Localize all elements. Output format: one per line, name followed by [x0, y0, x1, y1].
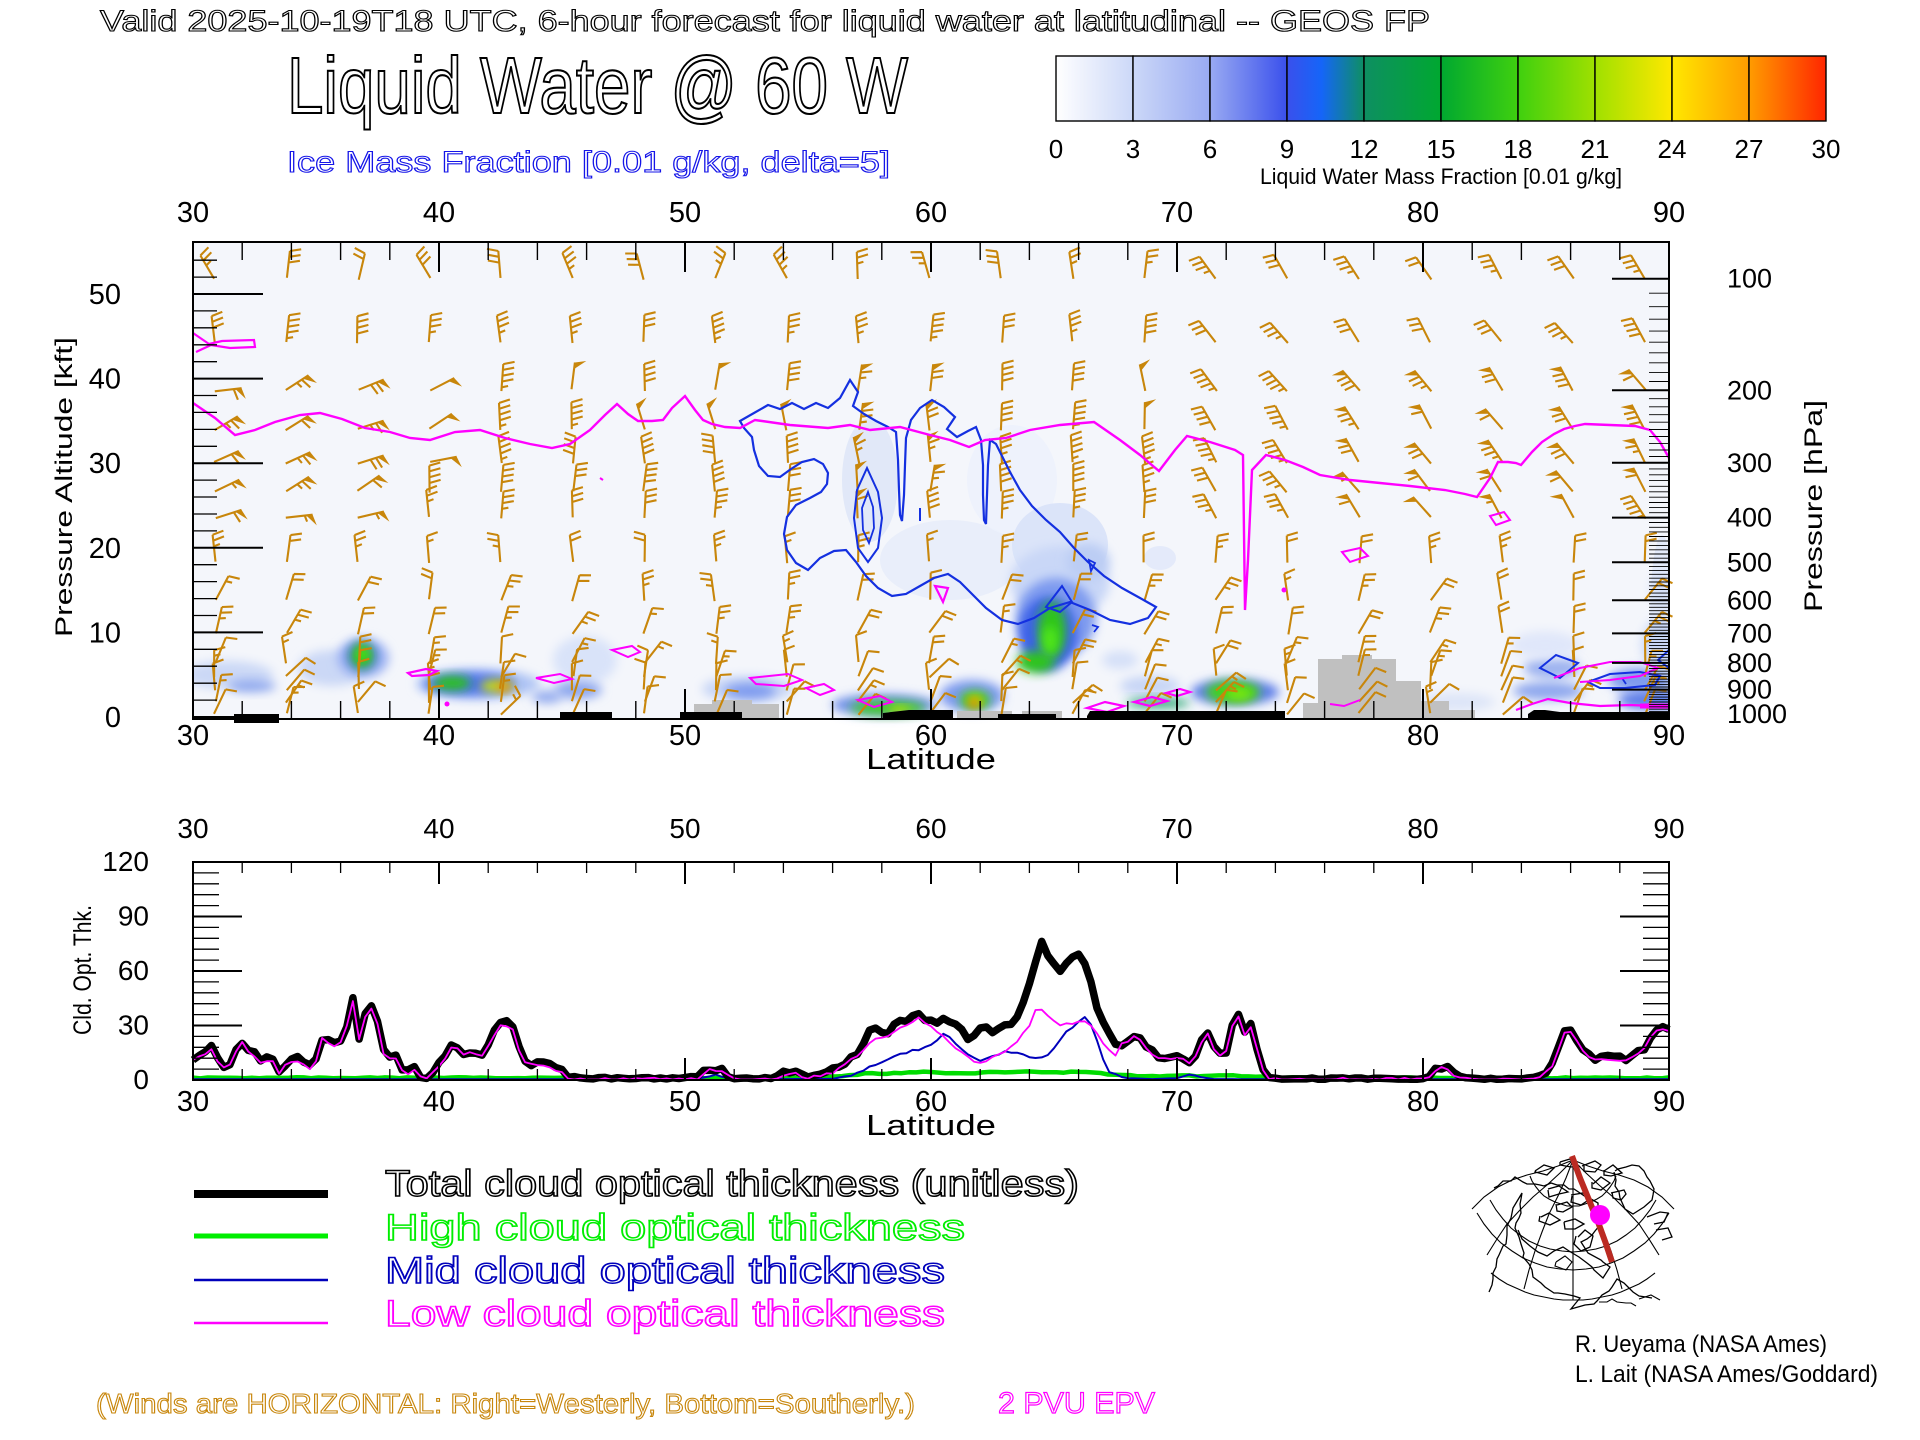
svg-text:700: 700: [1727, 618, 1772, 648]
svg-text:L. Lait (NASA Ames/Goddard): L. Lait (NASA Ames/Goddard): [1575, 1361, 1878, 1388]
svg-text:60: 60: [915, 197, 947, 229]
svg-text:60: 60: [118, 955, 149, 986]
svg-text:200: 200: [1727, 375, 1772, 405]
svg-text:60: 60: [915, 813, 946, 844]
svg-text:Pressure [hPa]: Pressure [hPa]: [1800, 400, 1828, 612]
svg-text:50: 50: [89, 279, 121, 311]
svg-text:60: 60: [915, 720, 947, 752]
svg-text:12: 12: [1350, 134, 1379, 164]
svg-text:30: 30: [1812, 134, 1841, 164]
svg-text:40: 40: [89, 364, 121, 396]
svg-text:60: 60: [915, 1086, 947, 1118]
svg-text:Low cloud optical thickness: Low cloud optical thickness: [385, 1293, 945, 1334]
svg-text:10: 10: [89, 617, 121, 649]
svg-text:80: 80: [1407, 197, 1439, 229]
svg-text:0: 0: [133, 1064, 149, 1095]
svg-text:0: 0: [105, 702, 121, 734]
svg-text:30: 30: [177, 813, 208, 844]
svg-text:Liquid Water @ 60 W: Liquid Water @ 60 W: [287, 41, 908, 130]
svg-text:120: 120: [102, 846, 149, 877]
svg-text:400: 400: [1727, 503, 1772, 533]
svg-text:70: 70: [1161, 720, 1193, 752]
svg-text:70: 70: [1161, 1086, 1193, 1118]
svg-text:1000: 1000: [1727, 699, 1787, 729]
svg-text:90: 90: [1653, 1086, 1685, 1118]
svg-text:50: 50: [669, 720, 701, 752]
svg-text:(Winds are HORIZONTAL: Right=W: (Winds are HORIZONTAL: Right=Westerly, B…: [96, 1388, 915, 1419]
svg-text:900: 900: [1727, 675, 1772, 705]
svg-text:0: 0: [1049, 134, 1063, 164]
svg-text:Latitude: Latitude: [866, 744, 996, 776]
svg-text:300: 300: [1727, 448, 1772, 478]
svg-text:90: 90: [118, 901, 149, 932]
svg-text:Cld. Opt. Thk.: Cld. Opt. Thk.: [69, 905, 97, 1035]
svg-text:90: 90: [1653, 720, 1685, 752]
svg-text:500: 500: [1727, 547, 1772, 577]
svg-text:50: 50: [669, 813, 700, 844]
svg-text:Ice Mass Fraction [0.01 g/kg,: Ice Mass Fraction [0.01 g/kg, delta=5]: [287, 146, 890, 179]
svg-text:30: 30: [177, 720, 209, 752]
svg-text:21: 21: [1581, 134, 1610, 164]
svg-text:80: 80: [1407, 1086, 1439, 1118]
svg-text:80: 80: [1407, 813, 1438, 844]
svg-text:90: 90: [1653, 197, 1685, 229]
svg-text:600: 600: [1727, 585, 1772, 615]
svg-text:2 PVU EPV: 2 PVU EPV: [998, 1387, 1155, 1420]
svg-text:Pressure Altitude [kft]: Pressure Altitude [kft]: [51, 337, 78, 637]
svg-text:30: 30: [177, 197, 209, 229]
svg-text:High cloud optical thickness: High cloud optical thickness: [385, 1207, 965, 1248]
svg-text:9: 9: [1280, 134, 1294, 164]
svg-text:30: 30: [177, 1086, 209, 1118]
svg-text:100: 100: [1727, 264, 1772, 294]
svg-text:Latitude: Latitude: [866, 1110, 996, 1142]
svg-text:70: 70: [1161, 813, 1192, 844]
svg-text:70: 70: [1161, 197, 1193, 229]
svg-text:20: 20: [89, 533, 121, 565]
svg-text:50: 50: [669, 197, 701, 229]
svg-text:40: 40: [423, 813, 454, 844]
svg-text:40: 40: [423, 720, 455, 752]
svg-text:Valid 2025-10-19T18 UTC, 6-hou: Valid 2025-10-19T18 UTC, 6-hour forecast…: [100, 5, 1430, 38]
svg-text:80: 80: [1407, 720, 1439, 752]
svg-text:15: 15: [1427, 134, 1456, 164]
svg-text:30: 30: [89, 448, 121, 480]
svg-text:Total cloud optical thickness: Total cloud optical thickness (unitless): [385, 1163, 1079, 1204]
svg-text:6: 6: [1203, 134, 1217, 164]
svg-text:50: 50: [669, 1086, 701, 1118]
svg-text:30: 30: [118, 1010, 149, 1041]
svg-text:Liquid Water Mass Fraction [0.: Liquid Water Mass Fraction [0.01 g/kg]: [1260, 164, 1622, 189]
svg-text:40: 40: [423, 197, 455, 229]
svg-text:800: 800: [1727, 648, 1772, 678]
svg-text:3: 3: [1126, 134, 1140, 164]
svg-text:18: 18: [1504, 134, 1533, 164]
svg-text:90: 90: [1653, 813, 1684, 844]
svg-text:R. Ueyama (NASA Ames): R. Ueyama (NASA Ames): [1575, 1331, 1827, 1358]
svg-text:Mid cloud optical thickness: Mid cloud optical thickness: [385, 1250, 945, 1291]
svg-text:40: 40: [423, 1086, 455, 1118]
svg-text:24: 24: [1658, 134, 1687, 164]
svg-text:27: 27: [1735, 134, 1764, 164]
